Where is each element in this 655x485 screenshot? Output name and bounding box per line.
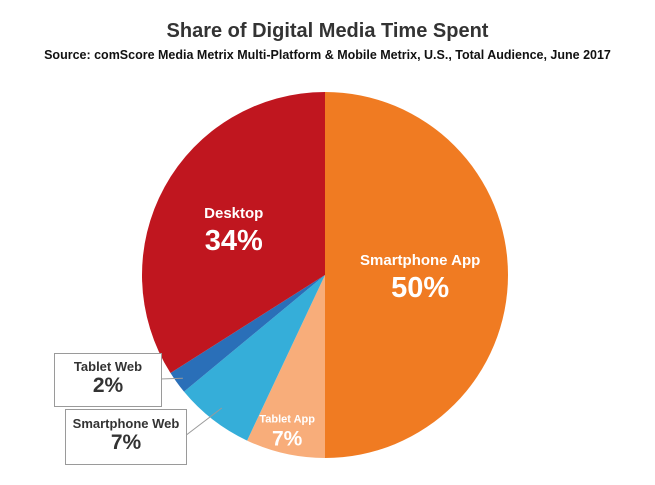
pie-slice-smartphone-app bbox=[325, 92, 508, 458]
slice-value-tablet-app: 7% bbox=[272, 427, 303, 450]
callout-smartphone-web: Smartphone Web 7% bbox=[65, 409, 187, 465]
slice-value-smartphone-app: 50% bbox=[391, 272, 449, 304]
chart-subtitle: Source: comScore Media Metrix Multi-Plat… bbox=[44, 48, 611, 62]
callout-tablet-web-label: Tablet Web bbox=[73, 359, 143, 374]
slice-label-smartphone-app: Smartphone App bbox=[360, 252, 480, 269]
leader-line-tablet-web bbox=[159, 377, 183, 380]
slice-value-desktop: 34% bbox=[205, 225, 263, 257]
slice-label-desktop: Desktop bbox=[204, 205, 263, 222]
pie-slice-tablet-web bbox=[170, 275, 325, 392]
pie-slice-tablet-app bbox=[247, 275, 325, 459]
chart-title: Share of Digital Media Time Spent bbox=[166, 20, 489, 42]
callout-smartphone-web-value: 7% bbox=[110, 431, 142, 454]
callout-smartphone-web-label: Smartphone Web bbox=[72, 416, 180, 431]
leader-line-smartphone-web bbox=[184, 407, 223, 437]
callout-tablet-web-value: 2% bbox=[92, 374, 124, 397]
pie-slice-smartphone-web bbox=[183, 275, 325, 441]
callout-tablet-web: Tablet Web 2% bbox=[54, 353, 162, 407]
slice-label-tablet-app: Tablet App bbox=[259, 413, 315, 425]
pie-slice-desktop bbox=[142, 92, 325, 374]
